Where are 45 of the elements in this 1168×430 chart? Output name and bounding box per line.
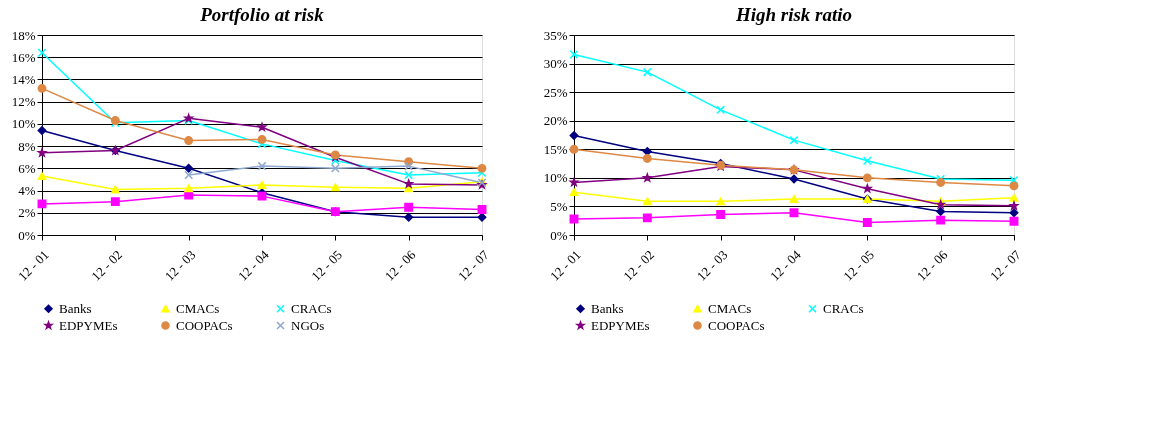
y-tick-label: 6% <box>18 160 36 176</box>
y-tick-label: 15% <box>543 141 568 157</box>
chart-title: High risk ratio <box>734 4 853 25</box>
legend-label: EDPYMEs <box>591 317 650 333</box>
y-tick-label: 20% <box>543 113 568 129</box>
x-tick-label: 12 - 03 <box>161 247 199 284</box>
y-tick-label: 4% <box>18 183 36 199</box>
y-tick-label: 25% <box>543 84 568 100</box>
x-tick-label: 12 - 06 <box>913 246 951 284</box>
legend-label: EDPYMEs <box>59 317 118 333</box>
x-tick-label: 12 - 01 <box>15 247 52 284</box>
x-tick-label: 12 - 01 <box>547 247 584 284</box>
legend-label: CRACs <box>291 300 332 316</box>
legend-label: CRACs <box>823 300 864 316</box>
x-tick-label: 12 - 03 <box>693 247 731 284</box>
x-tick-label: 12 - 05 <box>840 247 878 284</box>
legend-label: NGOs <box>291 317 325 333</box>
x-tick-label: 12 - 06 <box>381 246 419 284</box>
y-tick-label: 14% <box>11 71 36 87</box>
x-tick-label: 12 - 04 <box>235 246 273 284</box>
legend-label: Banks <box>591 300 624 316</box>
y-tick-label: 10% <box>543 170 568 186</box>
legend-label: CMACs <box>708 300 752 316</box>
x-tick-label: 12 - 04 <box>767 246 805 284</box>
chart-title: Portfolio at risk <box>199 4 325 25</box>
x-tick-label: 12 - 07 <box>987 246 1025 284</box>
legend-label: COOPACs <box>708 317 765 333</box>
y-tick-label: 5% <box>550 198 568 214</box>
x-tick-label: 12 - 02 <box>620 247 658 284</box>
y-tick-label: 18% <box>11 27 36 43</box>
x-tick-label: 12 - 05 <box>308 247 346 284</box>
y-tick-label: 8% <box>18 138 36 154</box>
y-tick-label: 35% <box>543 27 568 43</box>
y-tick-label: 12% <box>11 94 36 110</box>
x-tick-label: 12 - 02 <box>88 247 126 284</box>
y-tick-label: 0% <box>18 227 36 243</box>
legend-label: Banks <box>59 300 92 316</box>
x-tick-label: 12 - 07 <box>455 246 493 284</box>
y-tick-label: 16% <box>11 49 36 65</box>
y-tick-label: 0% <box>550 227 568 243</box>
legend-label: CMACs <box>176 300 220 316</box>
y-tick-label: 2% <box>18 205 36 221</box>
legend-label: COOPACs <box>176 317 233 333</box>
y-tick-label: 10% <box>11 116 36 132</box>
y-tick-label: 30% <box>543 56 568 72</box>
